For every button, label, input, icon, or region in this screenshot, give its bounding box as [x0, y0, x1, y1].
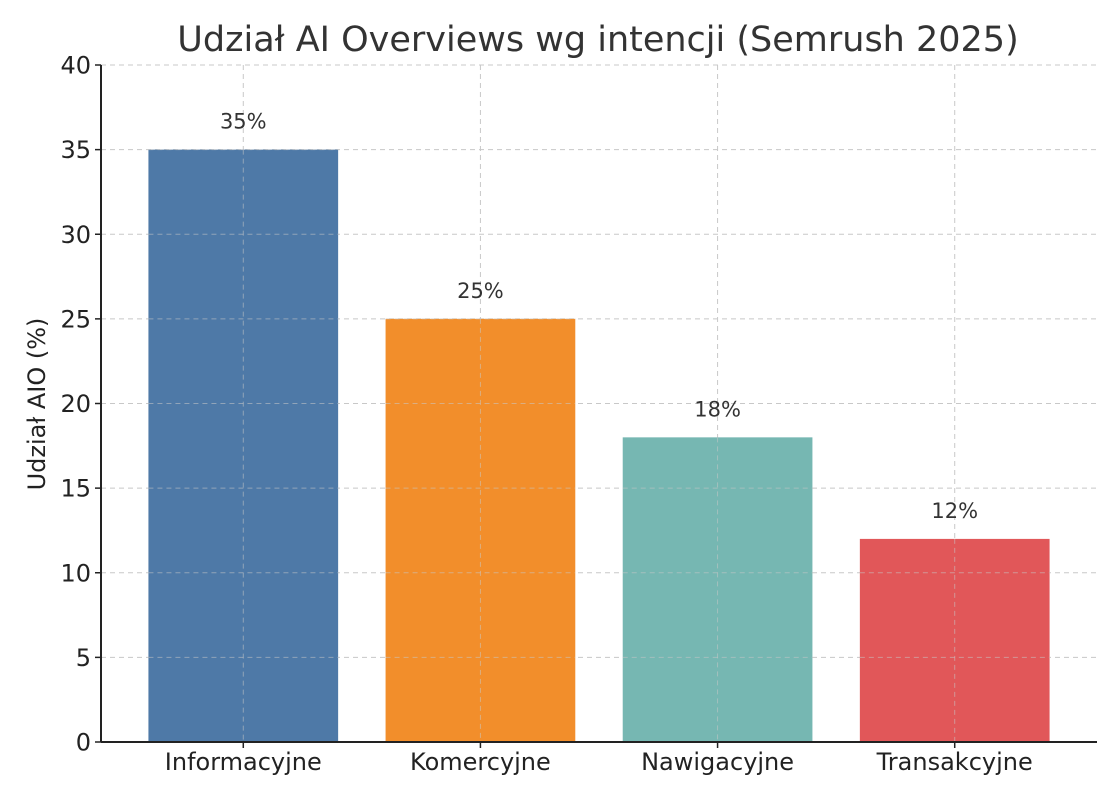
y-tick-labels: 0 5 10 15 20 25 30 35 40 [60, 52, 91, 757]
chart-title: Udział AI Overviews wg intencji (Semrush… [177, 20, 1018, 60]
y-tick-label: 10 [60, 559, 91, 587]
x-tick-label: Komercyjne [410, 748, 551, 776]
data-label: 12% [931, 499, 978, 523]
y-tick-label: 30 [60, 221, 91, 249]
y-tick-label: 35 [60, 136, 91, 164]
x-tick-label: Transakcyjne [876, 748, 1033, 776]
data-label: 25% [457, 279, 504, 303]
y-tick-label: 40 [60, 52, 91, 80]
data-label: 35% [220, 110, 267, 134]
y-axis-label: Udział AIO (%) [23, 318, 51, 491]
y-tick-label: 15 [60, 475, 91, 503]
x-tick-label: Informacyjne [165, 748, 322, 776]
y-tick-label: 25 [60, 305, 91, 333]
category-labels: Informacyjne Komercyjne Nawigacyjne Transak… [165, 748, 1033, 776]
bars [148, 149, 1050, 742]
x-tick-label: Nawigacyjne [641, 748, 794, 776]
y-tick-label: 0 [76, 729, 91, 757]
y-tick-label: 5 [76, 644, 91, 672]
bar-informacyjne [148, 149, 339, 742]
data-label: 18% [694, 397, 741, 421]
y-tick-label: 20 [60, 390, 91, 418]
data-labels: 35% 25% 18% 12% [220, 110, 978, 523]
axes [95, 64, 1097, 748]
